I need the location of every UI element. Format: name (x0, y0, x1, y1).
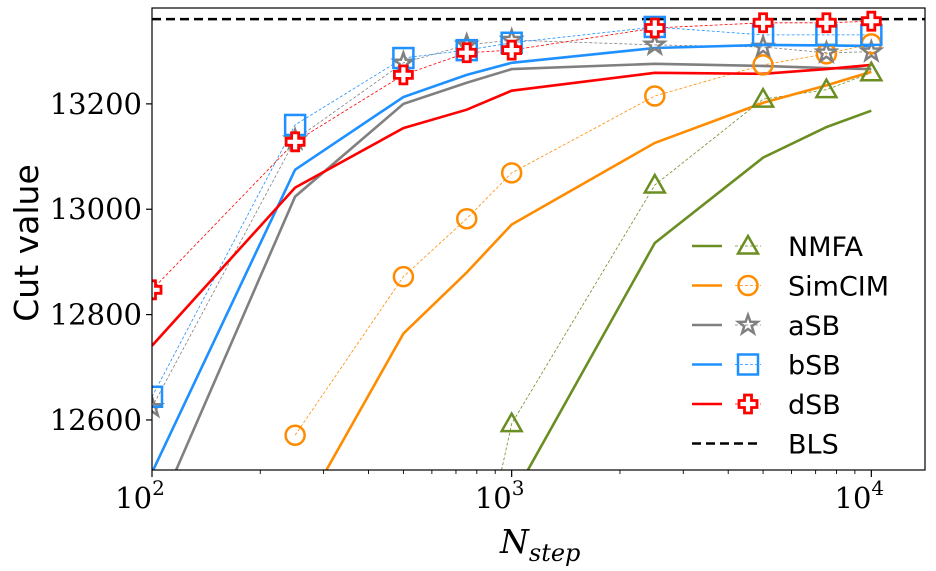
simcim-legend-label: SimCIM (788, 272, 889, 303)
y-tick-label: 12800 (50, 298, 142, 332)
y-tick-label: 13000 (50, 192, 142, 226)
x-tick-exponent: 2 (152, 476, 165, 500)
dsb-marker (752, 12, 774, 34)
x-tick-base: 10 (475, 481, 512, 515)
simcim-marker (644, 85, 666, 107)
dsb-marker (815, 12, 837, 34)
nmfa-marker (750, 86, 776, 108)
simcim-legend-marker (737, 274, 759, 297)
asb-marker (641, 31, 668, 57)
dsb-line (152, 63, 872, 347)
plot-area (152, 10, 925, 470)
x-tick-label: 102 (115, 476, 165, 515)
nmfa-marker-line (501, 72, 872, 470)
simcim-marker (752, 54, 774, 76)
nmfa-marker (859, 60, 884, 82)
y-axis-label: Cut value (7, 164, 46, 322)
asb-marker (813, 39, 840, 64)
nmfa-legend-label: NMFA (788, 232, 864, 263)
dsb-marker (501, 39, 523, 61)
bsb-line (152, 43, 872, 470)
x-axis-label: Nstep (499, 522, 580, 567)
x-tick-label: 104 (835, 476, 885, 515)
dsb-marker (392, 64, 414, 86)
legend: NMFA SimCIM aSB bSB dSB BLS (692, 232, 889, 461)
x-tick-exponent: 4 (871, 476, 884, 500)
x-tick-base: 10 (115, 481, 152, 515)
bsb-legend-label: bSB (788, 351, 841, 382)
simcim-marker-line (294, 43, 872, 436)
x-tick-label: 103 (475, 476, 525, 515)
y-tick-label: 13200 (50, 87, 142, 121)
simcim-marker (392, 265, 415, 288)
x-tick-base: 10 (835, 481, 872, 515)
dsb-legend-label: dSB (788, 390, 841, 421)
dsb-marker-line (152, 20, 872, 291)
asb-line (174, 62, 872, 470)
nmfa-marker (642, 172, 667, 194)
dsb-marker (644, 17, 666, 39)
simcim-marker (500, 162, 523, 184)
asb-legend-marker (734, 311, 762, 337)
simcim-marker (455, 207, 478, 230)
nmfa-legend-marker (735, 233, 761, 255)
bls-legend-label: BLS (788, 430, 839, 461)
asb-legend-label: aSB (788, 311, 840, 342)
dsb-marker (860, 10, 882, 32)
simcim-marker (284, 424, 306, 446)
nmfa-line (526, 109, 872, 470)
asb-marker (152, 393, 166, 419)
bsb-legend-marker (736, 353, 760, 376)
dsb-marker (284, 131, 306, 153)
dsb-marker (152, 279, 163, 301)
y-tick-label: 12600 (50, 403, 142, 437)
asb-marker (858, 37, 885, 63)
bsb-marker-line (152, 26, 872, 397)
x-tick-exponent: 3 (512, 476, 525, 500)
simcim-line (325, 70, 872, 470)
nmfa-marker (499, 411, 524, 433)
dsb-legend-marker (737, 393, 759, 415)
x-axis-label-main: N (499, 522, 530, 561)
plot-frame (151, 7, 926, 471)
bsb-marker (152, 385, 164, 409)
nmfa-marker (814, 77, 839, 99)
x-axis-label-subscript: step (529, 539, 581, 567)
dsb-marker (456, 42, 478, 64)
